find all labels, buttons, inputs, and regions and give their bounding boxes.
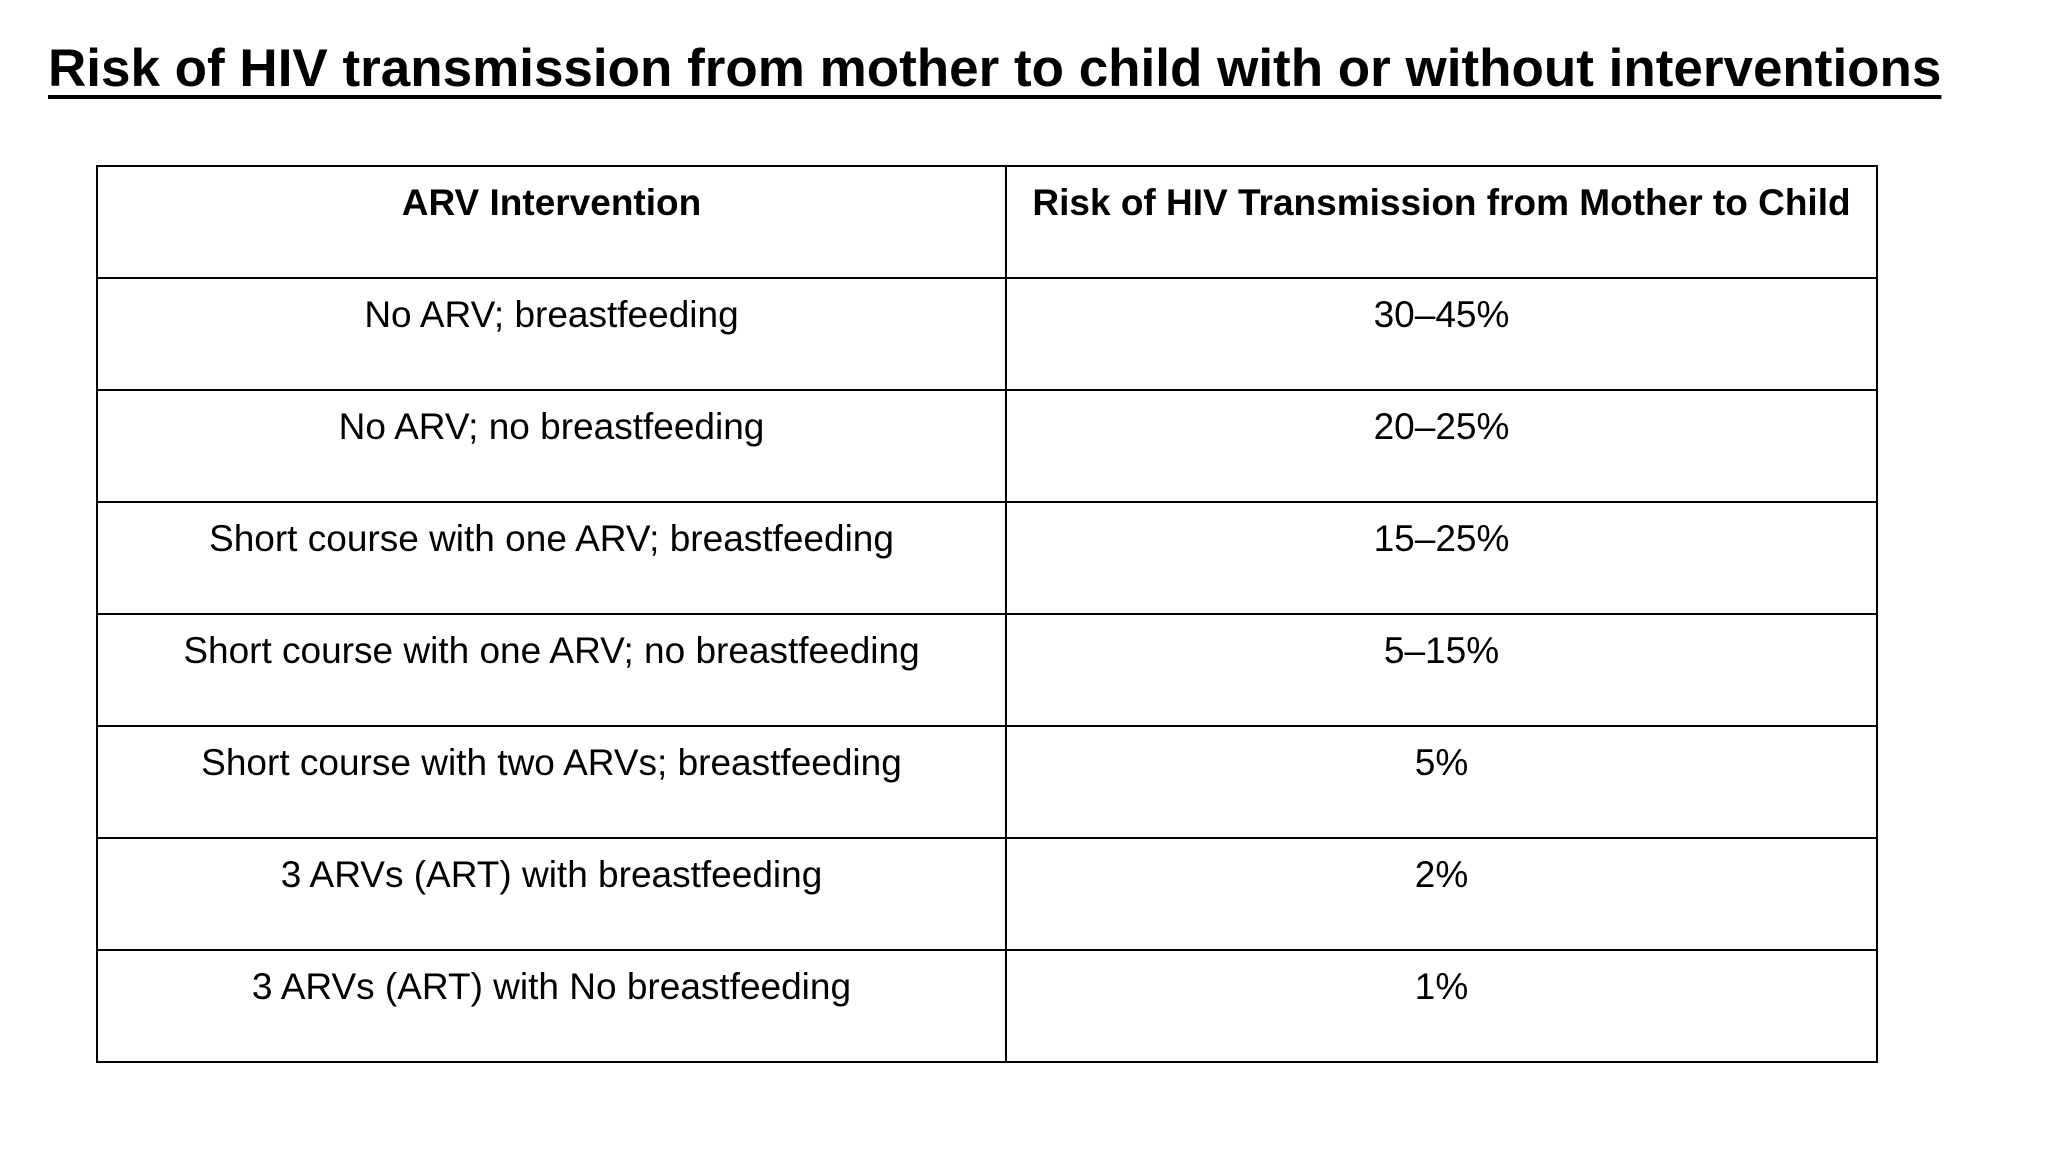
- intervention-cell: Short course with one ARV; no breastfeed…: [96, 613, 1007, 727]
- risk-cell: 2%: [1005, 837, 1878, 951]
- table-row: Short course with one ARV; breastfeeding…: [96, 501, 1878, 615]
- risk-cell: 5–15%: [1005, 613, 1878, 727]
- table-row: Short course with one ARV; no breastfeed…: [96, 613, 1878, 727]
- risk-cell: 1%: [1005, 949, 1878, 1063]
- risk-cell: 15–25%: [1005, 501, 1878, 615]
- intervention-cell: No ARV; no breastfeeding: [96, 389, 1007, 503]
- intervention-cell: Short course with two ARVs; breastfeedin…: [96, 725, 1007, 839]
- intervention-cell: Short course with one ARV; breastfeeding: [96, 501, 1007, 615]
- risk-cell: 5%: [1005, 725, 1878, 839]
- intervention-cell: 3 ARVs (ART) with breastfeeding: [96, 837, 1007, 951]
- intervention-cell: 3 ARVs (ART) with No breastfeeding: [96, 949, 1007, 1063]
- table-row: 3 ARVs (ART) with No breastfeeding 1%: [96, 949, 1878, 1063]
- table-row: Short course with two ARVs; breastfeedin…: [96, 725, 1878, 839]
- risk-table: ARV Intervention Risk of HIV Transmissio…: [96, 165, 1878, 1063]
- table-row: No ARV; no breastfeeding 20–25%: [96, 389, 1878, 503]
- header-transmission-risk: Risk of HIV Transmission from Mother to …: [1005, 165, 1878, 279]
- intervention-cell: No ARV; breastfeeding: [96, 277, 1007, 391]
- header-arv-intervention: ARV Intervention: [96, 165, 1007, 279]
- table-row: No ARV; breastfeeding 30–45%: [96, 277, 1878, 391]
- table-header-row: ARV Intervention Risk of HIV Transmissio…: [96, 165, 1878, 279]
- risk-cell: 20–25%: [1005, 389, 1878, 503]
- risk-cell: 30–45%: [1005, 277, 1878, 391]
- slide-title: Risk of HIV transmission from mother to …: [48, 39, 1942, 98]
- table-row: 3 ARVs (ART) with breastfeeding 2%: [96, 837, 1878, 951]
